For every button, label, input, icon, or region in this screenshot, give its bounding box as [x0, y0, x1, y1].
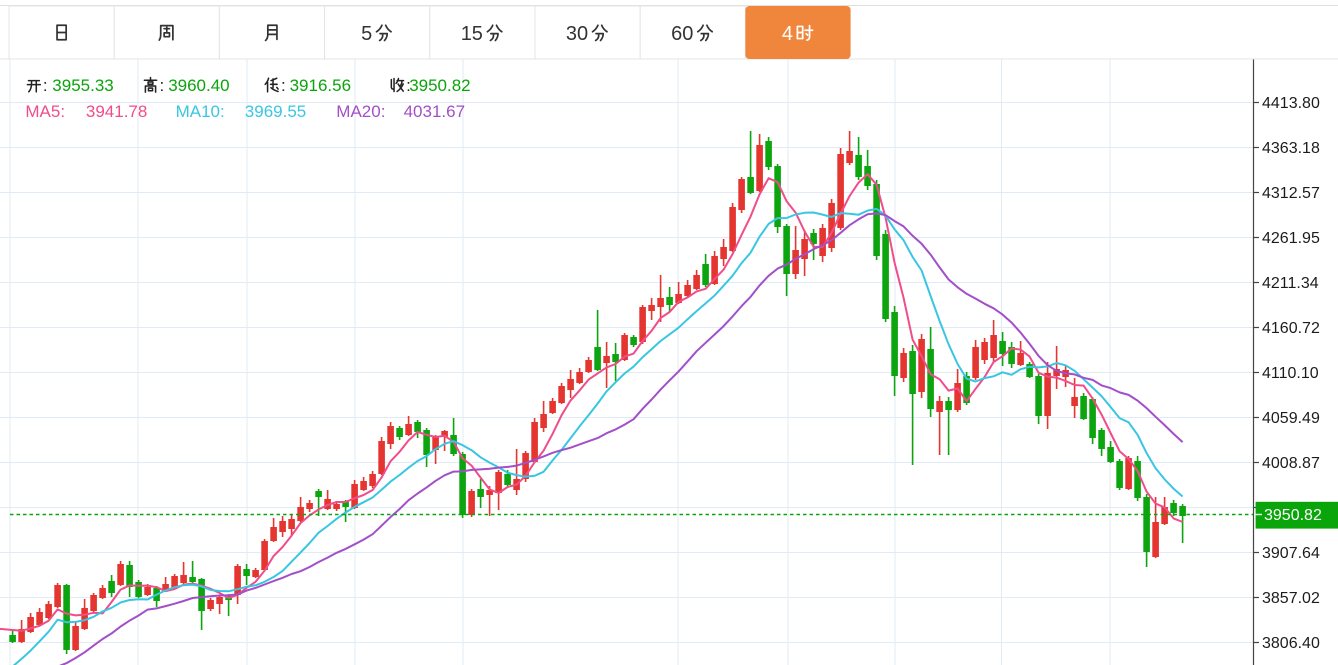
- svg-text:MA10:: MA10:: [176, 102, 225, 121]
- svg-text::: :: [160, 76, 165, 95]
- svg-text::: :: [43, 76, 48, 95]
- svg-text:4: 4: [782, 23, 793, 45]
- svg-text:3907.64: 3907.64: [1262, 545, 1320, 562]
- svg-text:3857.02: 3857.02: [1262, 590, 1320, 607]
- svg-text:4312.57: 4312.57: [1262, 185, 1320, 202]
- svg-text:3950.82: 3950.82: [409, 76, 470, 95]
- svg-text:4008.87: 4008.87: [1262, 455, 1320, 472]
- svg-text:3941.78: 3941.78: [86, 102, 147, 121]
- svg-text:MA5:: MA5:: [25, 102, 65, 121]
- svg-text:4211.34: 4211.34: [1262, 275, 1319, 292]
- svg-text:15: 15: [461, 23, 483, 45]
- svg-text::: :: [281, 76, 286, 95]
- svg-text:3960.40: 3960.40: [168, 76, 229, 95]
- svg-text:4261.95: 4261.95: [1262, 230, 1320, 247]
- svg-text:30: 30: [566, 23, 588, 45]
- svg-text:4110.10: 4110.10: [1262, 365, 1319, 382]
- svg-text:3969.55: 3969.55: [245, 102, 306, 121]
- svg-text::: :: [406, 76, 411, 95]
- svg-text:4413.80: 4413.80: [1262, 95, 1320, 112]
- svg-text:60: 60: [671, 23, 693, 45]
- svg-text:3806.40: 3806.40: [1262, 635, 1320, 652]
- svg-text:4160.72: 4160.72: [1262, 320, 1320, 337]
- svg-text:5: 5: [361, 23, 372, 45]
- svg-text:MA20:: MA20:: [336, 102, 385, 121]
- svg-text:3950.82: 3950.82: [1264, 507, 1322, 524]
- svg-text:3916.56: 3916.56: [290, 76, 351, 95]
- svg-text:3955.33: 3955.33: [52, 76, 113, 95]
- svg-text:4363.18: 4363.18: [1262, 140, 1320, 157]
- svg-text:4059.49: 4059.49: [1262, 410, 1320, 427]
- svg-text:4031.67: 4031.67: [404, 102, 465, 121]
